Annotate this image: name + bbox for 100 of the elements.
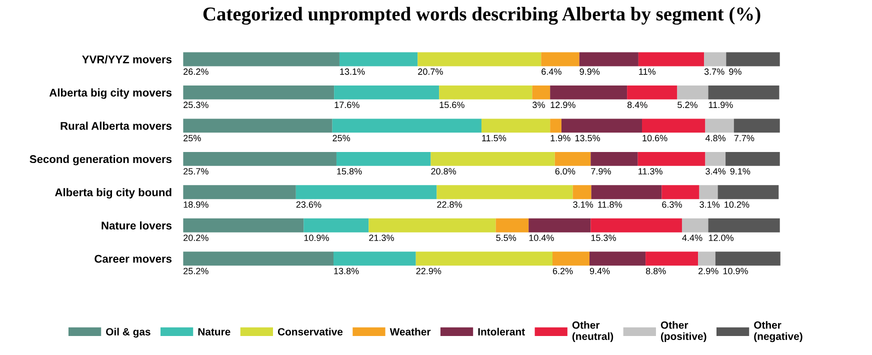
data-label: 9.4%	[590, 268, 610, 274]
legend-label: Other (positive)	[660, 321, 706, 342]
data-label: 25.2%	[184, 268, 208, 274]
data-label: 25%	[332, 134, 350, 142]
bar	[726, 152, 780, 166]
bar	[183, 218, 304, 232]
y-tick-label: Alberta big city movers	[49, 88, 172, 99]
bar	[439, 85, 532, 100]
data-label: 11.3%	[638, 168, 662, 175]
bar	[183, 152, 336, 166]
bar	[715, 252, 780, 266]
y-tick-label: Alberta big city bound	[55, 188, 172, 199]
y-tick-label: Nature lovers	[102, 221, 172, 230]
bar	[627, 85, 678, 100]
data-label: 3.4%	[706, 168, 726, 175]
data-label: 20.8%	[431, 168, 456, 175]
y-tick-label: Rural Alberta movers	[60, 122, 172, 130]
y-tick-label: YVR/YYZ movers	[82, 55, 172, 64]
data-label: 11.9%	[708, 102, 733, 108]
legend-label: Other (neutral)	[572, 321, 614, 342]
bar	[734, 118, 780, 133]
data-label: 13.1%	[340, 68, 365, 75]
bar	[481, 118, 550, 133]
bar	[336, 152, 431, 166]
data-label: 25%	[184, 134, 201, 142]
bar	[726, 52, 780, 66]
bar	[704, 52, 726, 66]
bar	[682, 218, 708, 232]
data-label: 9%	[729, 68, 742, 75]
legend-label: Nature	[198, 328, 230, 336]
data-label: 17.6%	[334, 102, 360, 108]
bar	[334, 85, 440, 100]
data-label: 10.9%	[304, 234, 329, 241]
bar	[642, 118, 706, 133]
bar	[718, 185, 779, 200]
bar	[436, 185, 573, 200]
data-label: 6.2%	[552, 268, 573, 274]
data-label: 8.4%	[627, 102, 648, 108]
data-label: 8.8%	[646, 268, 666, 274]
bar	[304, 218, 369, 232]
data-label: 2.9%	[698, 268, 718, 274]
data-label: 15.6%	[440, 102, 464, 108]
bar	[638, 152, 706, 166]
bar	[708, 85, 780, 100]
bar	[590, 218, 682, 232]
legend-label: Oil & gas	[106, 328, 150, 338]
data-label: 4.8%	[705, 134, 726, 142]
bar	[368, 218, 496, 232]
bar	[550, 85, 628, 100]
data-label: 5.2%	[678, 102, 698, 108]
bar	[638, 52, 704, 66]
data-label: 22.8%	[437, 201, 462, 208]
data-label: 12.9%	[550, 102, 576, 108]
data-label: 7.9%	[591, 168, 611, 175]
data-label: 3%	[532, 102, 545, 108]
data-label: 23.6%	[296, 201, 322, 208]
data-label: 7.7%	[734, 134, 754, 142]
bar	[572, 185, 592, 200]
data-label: 20.2%	[184, 234, 208, 241]
bar	[296, 185, 437, 200]
data-label: 25.3%	[184, 102, 208, 108]
y-tick-label: Career movers	[94, 254, 172, 263]
data-label: 6.4%	[542, 68, 562, 75]
data-label: 11.5%	[482, 134, 506, 142]
bar	[677, 85, 708, 100]
y-tick-label: Second generation movers	[30, 154, 172, 166]
bar	[550, 118, 562, 133]
bar	[183, 52, 340, 66]
data-label: 1.9%	[550, 134, 570, 142]
bar	[552, 252, 590, 266]
data-label: 21.3%	[369, 234, 394, 241]
bar	[579, 52, 638, 66]
data-label: 3.1%	[573, 201, 594, 208]
bar	[430, 152, 555, 166]
data-label: 12.0%	[708, 234, 734, 241]
data-label: 26.2%	[184, 68, 208, 75]
bar	[705, 152, 726, 166]
data-label: 18.9%	[184, 201, 208, 208]
bar	[496, 218, 529, 232]
legend-label: Weather	[390, 328, 431, 336]
bar	[339, 52, 418, 66]
bar	[183, 118, 332, 133]
data-label: 9.1%	[730, 168, 750, 175]
bar	[662, 185, 700, 200]
data-label: 6.3%	[662, 201, 682, 208]
bar	[561, 118, 642, 133]
bar	[528, 218, 591, 232]
data-label: 15.3%	[591, 234, 616, 241]
legend-label: Intolerant	[478, 328, 525, 336]
data-label: 3.7%	[704, 68, 724, 75]
bar	[646, 252, 698, 266]
bar	[332, 118, 482, 133]
bar	[708, 218, 780, 232]
data-label: 20.7%	[418, 68, 443, 75]
legend-label: Conservative	[278, 328, 343, 336]
bar	[418, 52, 542, 66]
bar	[541, 52, 580, 66]
bar	[333, 252, 416, 266]
chart-title: Categorized unprompted words describing Alberta by segment (%)	[203, 6, 760, 25]
data-label: 9.9%	[580, 68, 600, 75]
